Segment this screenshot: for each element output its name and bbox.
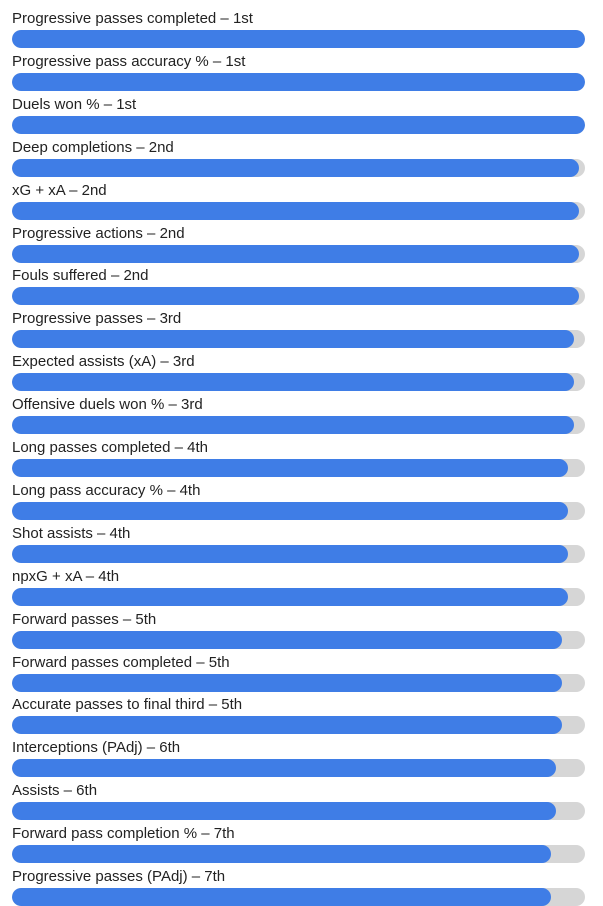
bar-row: Offensive duels won % – 3rd [0,385,603,435]
bar-track [12,115,585,134]
bar-row: Progressive passes completed – 1st [0,0,603,48]
bar-fill [12,501,568,520]
bar-track [12,888,585,906]
bar-label: Offensive duels won % – 3rd [12,396,203,414]
bar-row: Assists – 6th [0,771,603,821]
bar-track [12,501,585,520]
bar-label: npxG + xA – 4th [12,567,120,585]
bar-fill [12,759,556,778]
bar-label: Deep completions – 2nd [12,138,174,156]
bar-label: Forward passes completed – 5th [12,653,230,671]
bar-label: Shot assists – 4th [12,524,131,542]
bar-row: Duels won % – 1st [0,85,603,134]
bar-label: Long pass accuracy % – 4th [12,481,201,499]
bar-fill [12,845,551,864]
bar-track [12,587,585,606]
bar-label: Forward pass completion % – 7th [12,825,235,843]
bar-row: Shot assists – 4th [0,514,603,563]
bar-fill [12,115,585,134]
bar-label: Progressive passes – 3rd [12,310,182,328]
bar-row: Expected assists (xA) – 3rd [0,342,603,392]
bar-fill [12,287,579,306]
bar-track [12,802,585,821]
bar-label: Interceptions (PAdj) – 6th [12,739,181,757]
bar-row: xG + xA – 2nd [0,171,603,220]
bar-row: Progressive passes – 3rd [0,299,603,349]
bar-fill [12,416,574,435]
bar-fill [12,158,579,177]
bar-fill [12,330,574,349]
bar-label: Duels won % – 1st [12,95,137,113]
bar-fill [12,72,585,91]
bar-track [12,158,585,177]
bar-track [12,287,585,306]
bar-track [12,201,585,220]
bar-fill [12,201,579,220]
bar-fill [12,459,568,477]
bar-track [12,716,585,735]
bar-fill [12,373,574,392]
bar-label: Fouls suffered – 2nd [12,267,149,285]
bar-label: Progressive pass accuracy % – 1st [12,52,246,70]
bar-fill [12,630,562,649]
bar-label: Progressive actions – 2nd [12,224,185,242]
bar-row: Accurate passes to final third – 5th [0,685,603,735]
bar-fill [12,888,551,906]
bar-row: Progressive pass accuracy % – 1st [0,42,603,91]
bar-row: Fouls suffered – 2nd [0,256,603,306]
bar-track [12,544,585,563]
bar-track [12,459,585,477]
bar-label: Assists – 6th [12,782,98,800]
bar-fill [12,716,562,735]
bar-label: Expected assists (xA) – 3rd [12,353,195,371]
bar-row: Forward passes completed – 5th [0,643,603,692]
bar-label: xG + xA – 2nd [12,181,107,199]
bar-row: Forward pass completion % – 7th [0,814,603,864]
bar-track [12,845,585,864]
bar-track [12,673,585,692]
bar-track [12,416,585,435]
bar-label: Progressive passes completed – 1st [12,10,253,27]
bar-track [12,759,585,778]
bar-label: Forward passes – 5th [12,610,157,628]
bar-fill [12,30,585,48]
bar-row: Long pass accuracy % – 4th [0,471,603,520]
bar-label: Accurate passes to final third – 5th [12,696,243,714]
bar-row: Long passes completed – 4th [0,428,603,477]
bar-track [12,373,585,392]
bar-row: Deep completions – 2nd [0,128,603,177]
bar-fill [12,544,568,563]
bar-fill [12,673,562,692]
bar-fill [12,244,579,263]
bar-row: Interceptions (PAdj) – 6th [0,728,603,778]
bar-track [12,330,585,349]
bar-fill [12,802,556,821]
bar-label: Long passes completed – 4th [12,439,208,456]
bar-label: Progressive passes (PAdj) – 7th [12,868,226,885]
bar-track [12,630,585,649]
bar-row: Progressive actions – 2nd [0,214,603,263]
bar-track [12,72,585,91]
bar-fill [12,587,568,606]
bar-track [12,30,585,48]
bar-row: Progressive passes (PAdj) – 7th [0,857,603,906]
bar-track [12,244,585,263]
bar-row: Forward passes – 5th [0,600,603,649]
bar-row: npxG + xA – 4th [0,557,603,606]
